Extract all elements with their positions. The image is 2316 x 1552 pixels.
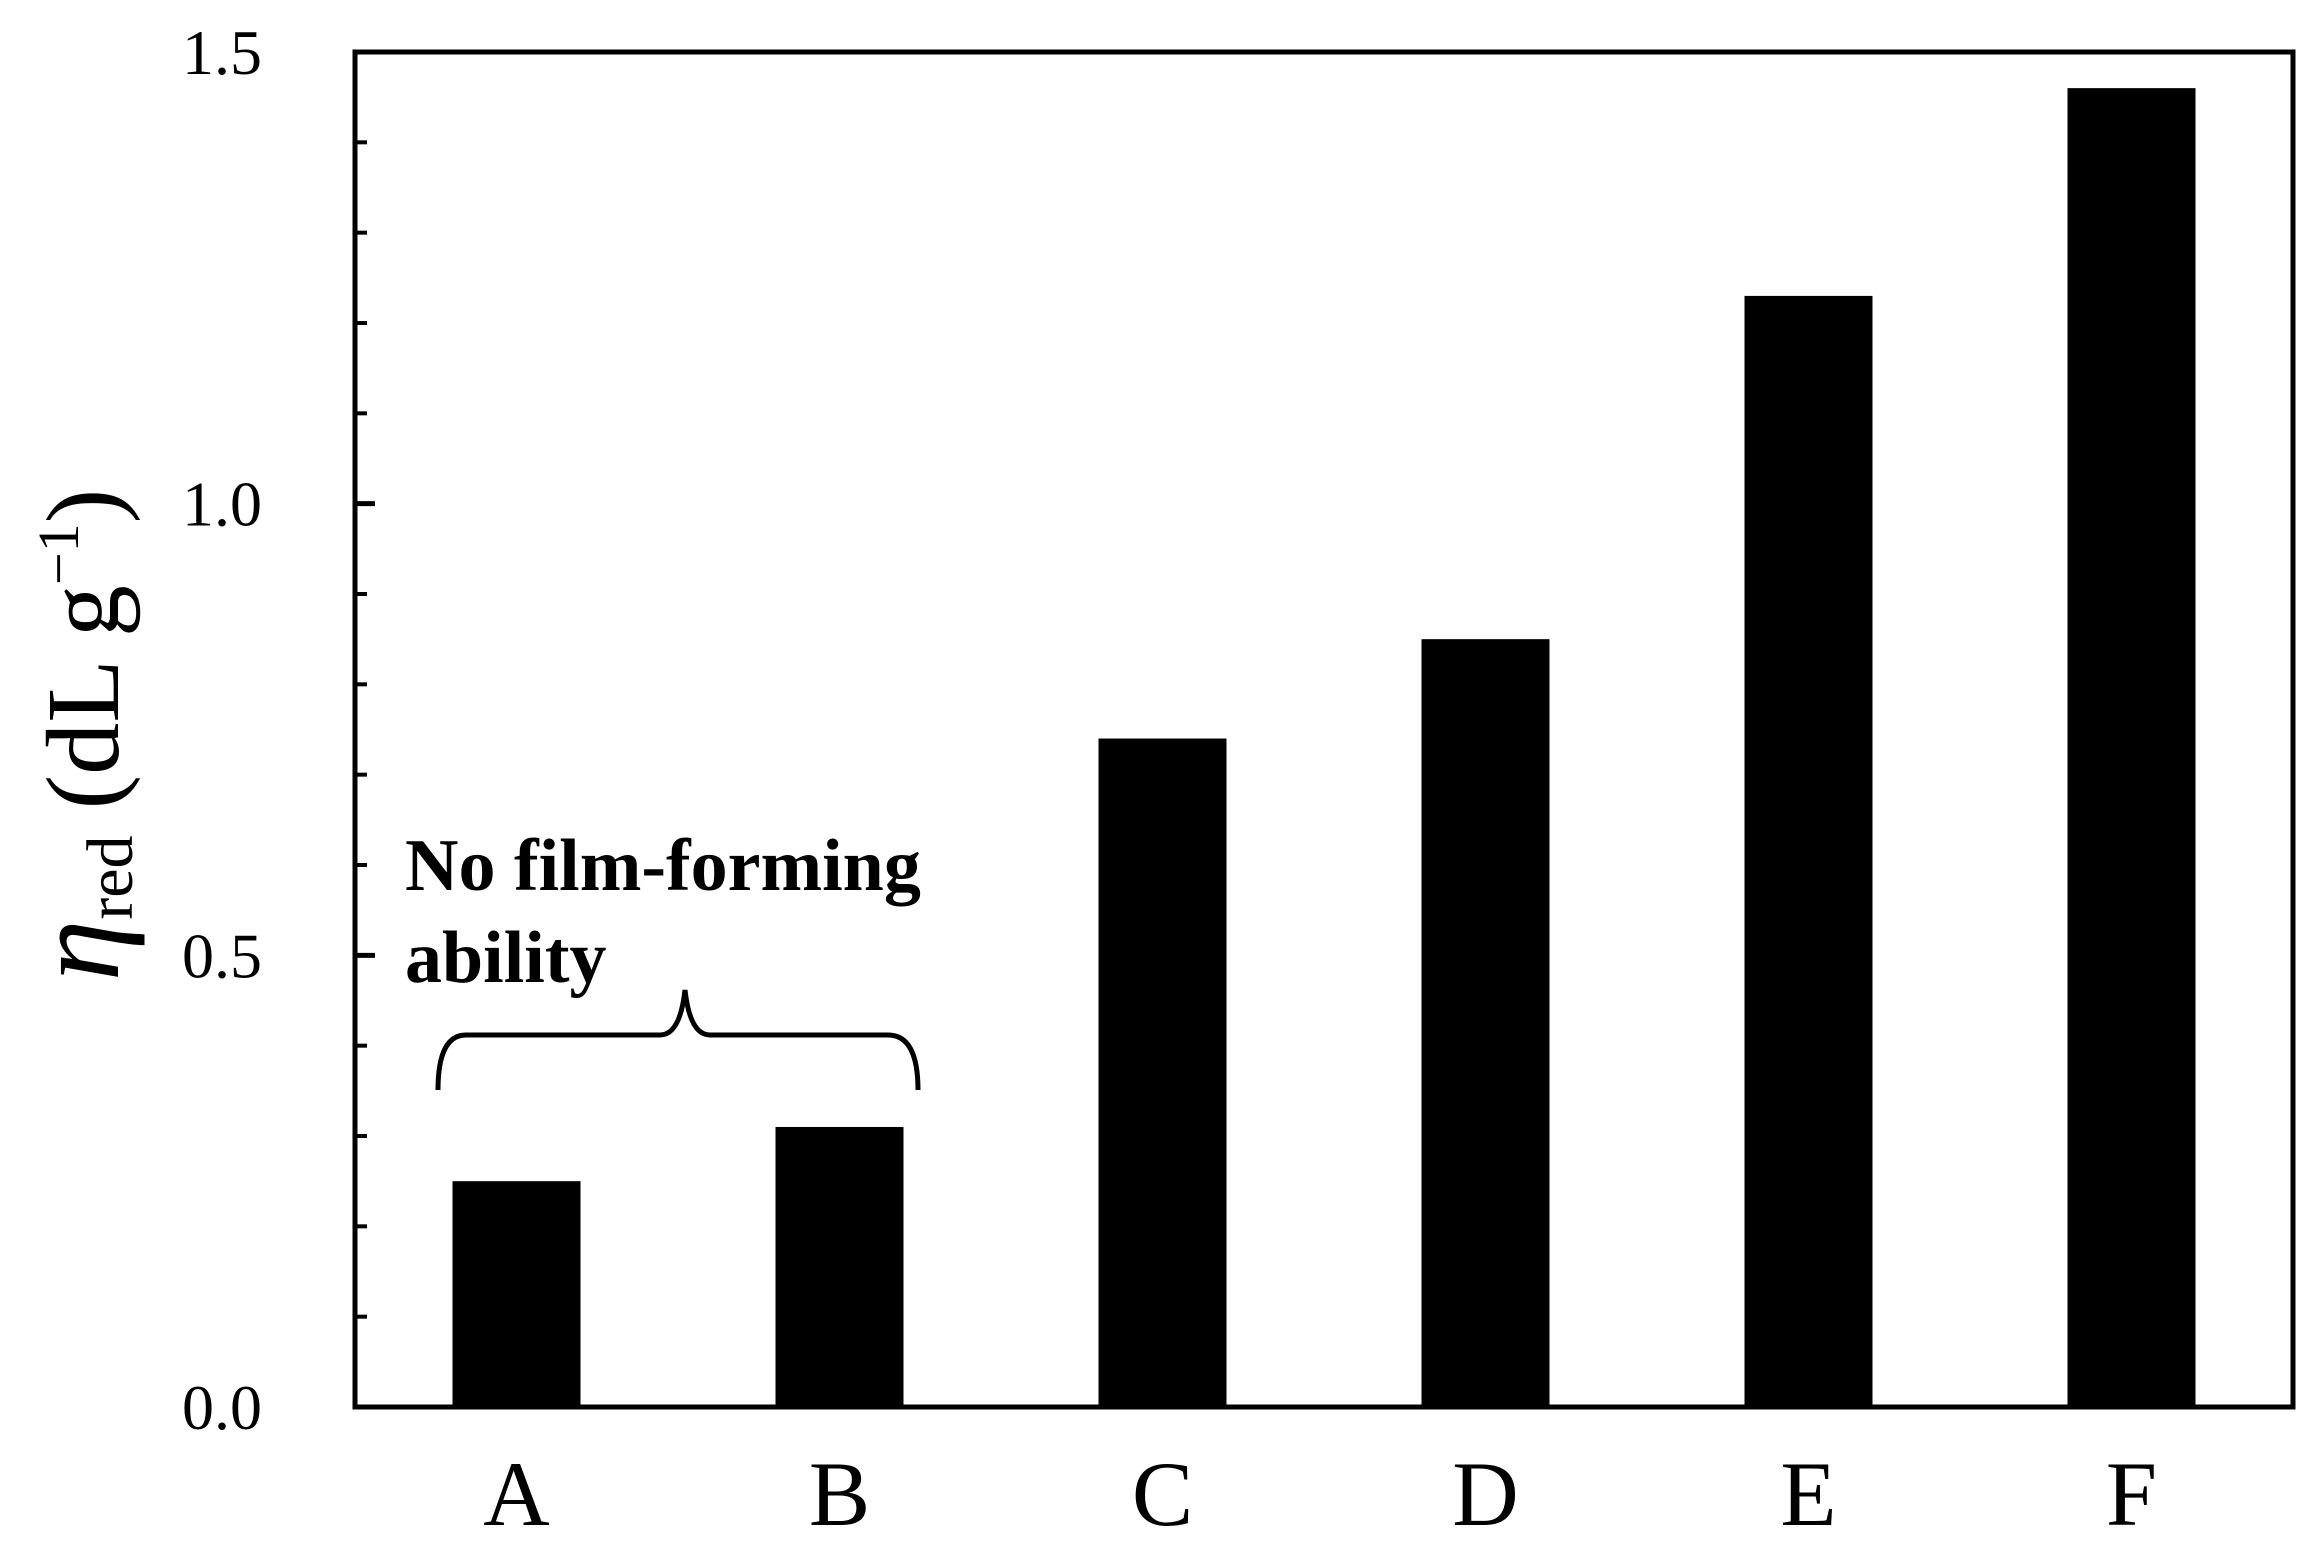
annotation-line-2: ability xyxy=(405,917,606,999)
bar-c xyxy=(1098,738,1227,1407)
x-tick-label-d: D xyxy=(1452,1443,1518,1545)
x-tick-label-e: E xyxy=(1780,1443,1836,1545)
x-tick-label-f: F xyxy=(2106,1443,2157,1545)
y-tick-label: 1.5 xyxy=(182,17,262,88)
bar-b xyxy=(775,1126,904,1407)
y-axis-symbol: η xyxy=(8,920,145,982)
bars-layer xyxy=(452,88,2196,1408)
y-tick-label: 0.0 xyxy=(182,1372,262,1443)
x-tick-label-a: A xyxy=(483,1443,549,1545)
y-tick-label: 0.5 xyxy=(182,920,262,991)
y-axis-label: ηred (dL g−1) xyxy=(8,489,147,981)
x-tick-label-b: B xyxy=(809,1443,870,1545)
annotation-line-1: No film-forming xyxy=(405,825,921,907)
y-axis-label-text: ηred (dL g−1) xyxy=(8,489,147,981)
bar-a xyxy=(452,1181,581,1407)
plot-frame xyxy=(352,49,2296,1410)
annotation: No film-forming ability xyxy=(405,825,921,1091)
annotation-brace xyxy=(435,989,921,1091)
bar-d xyxy=(1421,639,1550,1407)
y-axis-unit-prefix: (dL g xyxy=(26,585,141,835)
y-axis-unit-sup: −1 xyxy=(26,523,91,585)
y-axis: 0.0 0.5 1.0 1.5 xyxy=(182,17,375,1443)
x-axis: A B C D E F xyxy=(483,1443,2157,1545)
x-tick-label-c: C xyxy=(1132,1443,1193,1545)
y-tick-label: 1.0 xyxy=(182,469,262,540)
bar-f xyxy=(2067,88,2196,1408)
y-axis-subscript: red xyxy=(74,835,147,919)
y-axis-unit-suffix: ) xyxy=(26,489,141,524)
bar-e xyxy=(1744,295,1873,1407)
